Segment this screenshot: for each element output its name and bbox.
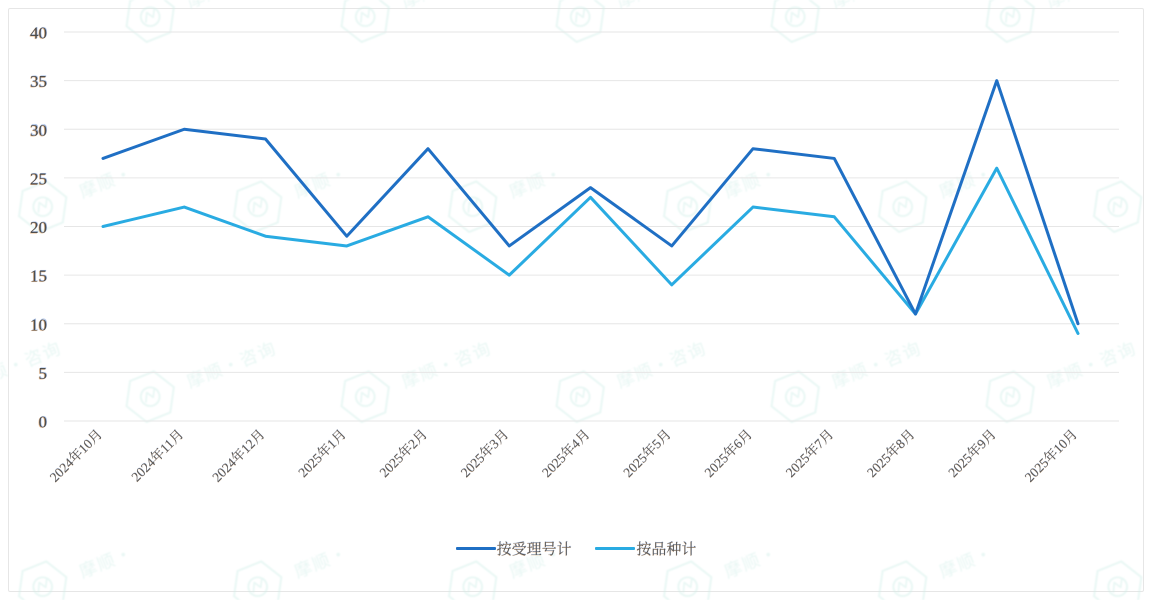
svg-text:2025年2月: 2025年2月 (376, 426, 430, 480)
svg-text:40: 40 (30, 24, 47, 43)
svg-text:25: 25 (30, 169, 47, 188)
svg-text:2025年1月: 2025年1月 (295, 426, 349, 480)
svg-text:2025年7月: 2025年7月 (782, 426, 836, 480)
svg-text:2025年10月: 2025年10月 (1021, 426, 1080, 485)
svg-text:0: 0 (39, 413, 48, 432)
svg-text:2025年5月: 2025年5月 (620, 426, 674, 480)
svg-text:15: 15 (30, 267, 47, 286)
svg-text:2025年9月: 2025年9月 (945, 426, 999, 480)
svg-text:2025年8月: 2025年8月 (863, 426, 917, 480)
svg-text:5: 5 (39, 364, 48, 383)
svg-text:20: 20 (30, 218, 47, 237)
svg-text:30: 30 (30, 121, 47, 140)
svg-text:2025年6月: 2025年6月 (701, 426, 755, 480)
svg-text:2024年10月: 2024年10月 (46, 426, 105, 485)
svg-text:2024年12月: 2024年12月 (209, 426, 268, 485)
svg-text:10: 10 (30, 315, 47, 334)
svg-text:2025年4月: 2025年4月 (538, 426, 592, 480)
svg-text:35: 35 (30, 72, 47, 91)
svg-text:2024年11月: 2024年11月 (128, 426, 187, 485)
svg-text:2025年3月: 2025年3月 (457, 426, 511, 480)
